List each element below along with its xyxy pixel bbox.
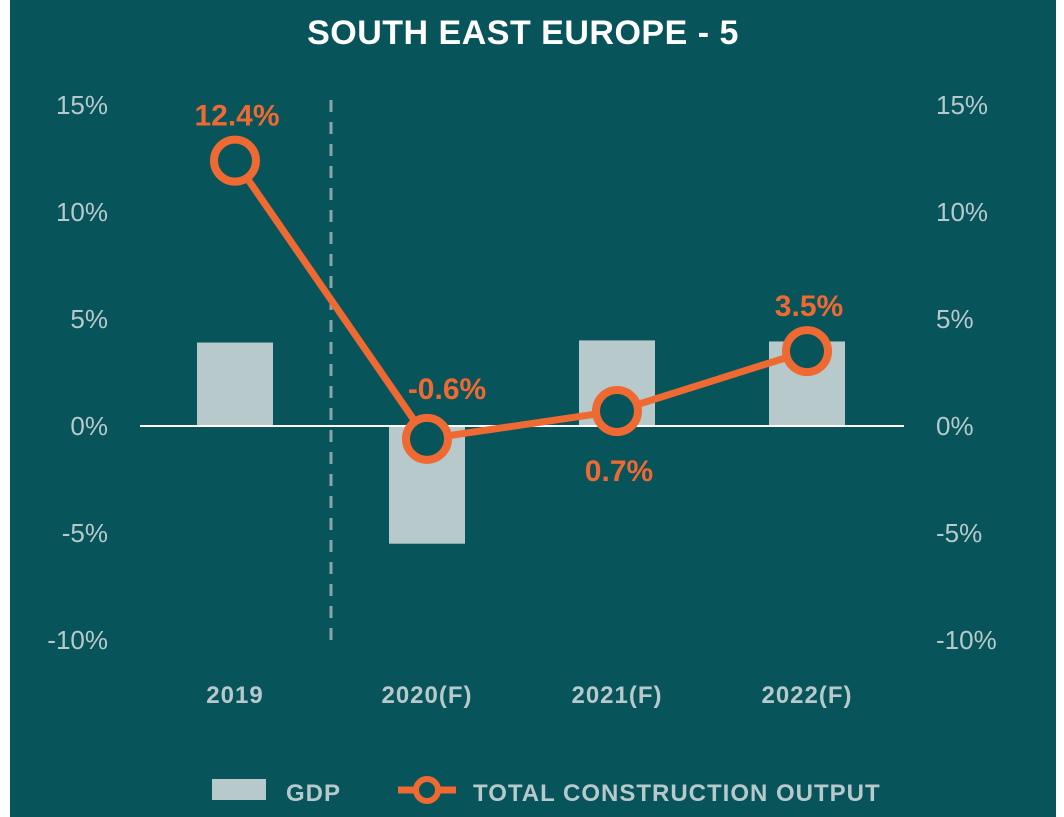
legend-construction-marker xyxy=(413,776,441,804)
construction-output-line xyxy=(232,158,809,443)
y-tick-right: 15% xyxy=(936,90,988,120)
construction-point-2019 xyxy=(210,135,260,186)
y-axis-right: 15% 10% 5% 0% -5% -10% xyxy=(936,90,997,655)
legend-construction-label: TOTAL CONSTRUCTION OUTPUT xyxy=(473,780,881,807)
chart-title: SOUTH EAST EUROPE - 5 xyxy=(307,14,739,52)
construction-point-2022(F) xyxy=(782,326,832,377)
y-tick-right: 5% xyxy=(936,304,974,334)
chart-area: SOUTH EAST EUROPE - 5 15%10%5%0%-5%-10% … xyxy=(47,14,997,807)
y-tick-right: 10% xyxy=(936,197,988,227)
y-tick-left: -5% xyxy=(62,518,108,548)
x-category-label: 2020(F) xyxy=(381,682,472,709)
chart-panel: SOUTH EAST EUROPE - 5 15% 10% 5% 0% -5% -10% … xyxy=(10,0,1056,817)
y-tick-left: -10% xyxy=(47,625,108,655)
construction-point-2021(F) xyxy=(592,386,642,437)
y-tick-left: 5% xyxy=(70,304,108,334)
x-axis-categories: 2019 2020(F) 2021(F) 2022(F) xyxy=(206,682,852,709)
y-axis-left: 15% 10% 5% 0% -5% -10% xyxy=(47,90,108,655)
x-category-label: 2019 xyxy=(206,682,263,709)
y-tick-right: -10% xyxy=(936,625,997,655)
construction-label-2021(F): 0.7% xyxy=(585,455,653,488)
construction-point-2020(F) xyxy=(402,413,452,464)
x-category-label: 2021(F) xyxy=(571,682,662,709)
construction-label-2020(F): -0.6% xyxy=(408,373,486,406)
legend-gdp-label: GDP xyxy=(286,780,341,807)
construction-label-2022(F): 3.5% xyxy=(775,290,843,323)
legend-gdp-swatch xyxy=(212,779,266,800)
construction-label-2019: 12.4% xyxy=(194,100,279,133)
y-tick-right: 0% xyxy=(936,411,974,441)
y-tick-right: -5% xyxy=(936,518,982,548)
y-tick-left: 10% xyxy=(56,197,108,227)
y-tick-left: 0% xyxy=(70,411,108,441)
legend: GDP TOTAL CONSTRUCTION OUTPUT xyxy=(212,776,881,807)
gdp-bar-2019 xyxy=(197,342,273,426)
y-tick-left: 15% xyxy=(56,90,108,120)
construction-output-series: 12.4% -0.6% 0.7% 3.5% xyxy=(194,100,843,488)
x-category-label: 2022(F) xyxy=(761,682,852,709)
